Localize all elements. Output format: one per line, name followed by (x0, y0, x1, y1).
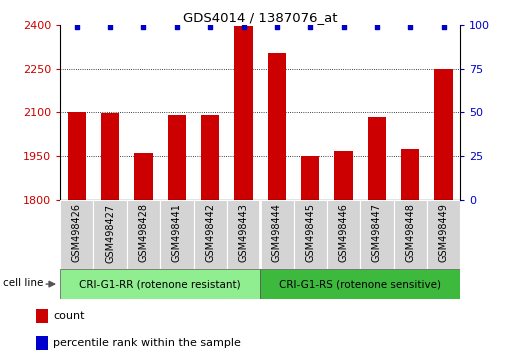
FancyBboxPatch shape (60, 269, 260, 299)
Point (139, 24, 147, 29)
FancyBboxPatch shape (160, 200, 194, 269)
Point (406, 24, 414, 29)
Bar (368, 117, 386, 200)
Bar (234, 26, 253, 200)
Bar (36, 336, 48, 350)
Bar (134, 153, 153, 200)
FancyBboxPatch shape (427, 200, 460, 269)
Bar (401, 149, 419, 200)
Bar (435, 69, 453, 200)
Bar (334, 151, 353, 200)
FancyBboxPatch shape (194, 200, 227, 269)
Text: GSM498427: GSM498427 (105, 204, 115, 263)
Bar (201, 115, 219, 200)
Point (339, 24, 348, 29)
Point (73, 24, 81, 29)
FancyBboxPatch shape (260, 269, 460, 299)
Text: GSM498441: GSM498441 (172, 204, 182, 262)
Text: cell line: cell line (3, 278, 43, 287)
Bar (101, 113, 119, 200)
FancyBboxPatch shape (60, 200, 94, 269)
Text: GSM498448: GSM498448 (405, 204, 415, 262)
FancyBboxPatch shape (260, 200, 293, 269)
Point (272, 24, 281, 29)
FancyBboxPatch shape (227, 200, 260, 269)
Point (240, 24, 248, 29)
Text: GSM498426: GSM498426 (72, 204, 82, 262)
Text: CRI-G1-RR (rotenone resistant): CRI-G1-RR (rotenone resistant) (79, 279, 241, 289)
Bar (168, 115, 186, 200)
Text: GSM498428: GSM498428 (139, 204, 149, 262)
Point (306, 24, 314, 29)
Point (206, 24, 214, 29)
FancyBboxPatch shape (293, 200, 327, 269)
Point (106, 24, 115, 29)
Text: GSM498443: GSM498443 (238, 204, 248, 262)
Text: percentile rank within the sample: percentile rank within the sample (53, 338, 241, 348)
Point (173, 24, 181, 29)
FancyBboxPatch shape (394, 200, 427, 269)
Text: GSM498447: GSM498447 (372, 204, 382, 262)
Point (439, 24, 448, 29)
Text: GSM498446: GSM498446 (338, 204, 348, 262)
Text: GSM498444: GSM498444 (272, 204, 282, 262)
Bar (36, 309, 48, 323)
Bar (67, 112, 86, 200)
Point (373, 24, 381, 29)
Bar (268, 52, 286, 200)
FancyBboxPatch shape (327, 200, 360, 269)
Text: GSM498449: GSM498449 (439, 204, 449, 262)
FancyBboxPatch shape (127, 200, 160, 269)
Text: GSM498442: GSM498442 (205, 204, 215, 262)
Text: GSM498445: GSM498445 (305, 204, 315, 262)
Title: GDS4014 / 1387076_at: GDS4014 / 1387076_at (183, 11, 337, 24)
Text: CRI-G1-RS (rotenone sensitive): CRI-G1-RS (rotenone sensitive) (279, 279, 441, 289)
Text: count: count (53, 311, 85, 321)
Bar (301, 156, 320, 200)
FancyBboxPatch shape (94, 200, 127, 269)
FancyBboxPatch shape (360, 200, 394, 269)
